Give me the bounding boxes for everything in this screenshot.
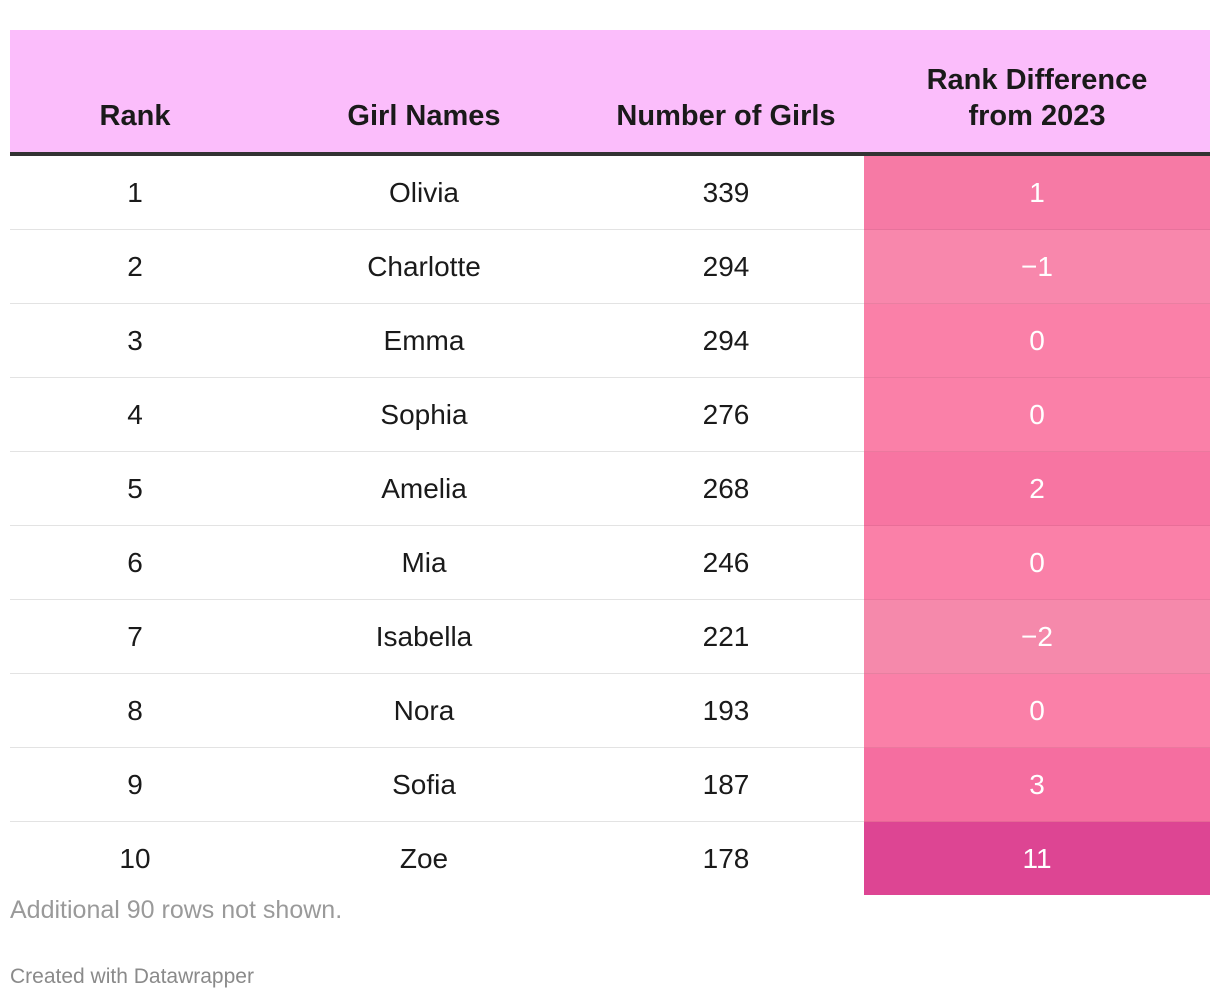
table-row: 6 Mia 246 0	[10, 525, 1210, 600]
table-row: 1 Olivia 339 1	[10, 154, 1210, 230]
rank-difference-cell: −2	[864, 599, 1210, 674]
girl-name-cell: Nora	[260, 673, 588, 748]
girl-name-cell: Isabella	[260, 599, 588, 674]
rank-difference-cell: 0	[864, 377, 1210, 452]
number-of-girls-cell: 221	[588, 599, 864, 674]
rank-difference-cell: −1	[864, 229, 1210, 304]
table-header-row: Rank Girl Names Number of Girls Rank Dif…	[10, 30, 1210, 156]
number-of-girls-cell: 268	[588, 451, 864, 526]
rank-difference-cell: 0	[864, 673, 1210, 748]
header-girl-names[interactable]: Girl Names	[260, 30, 588, 156]
number-of-girls-cell: 193	[588, 673, 864, 748]
rank-cell: 10	[119, 842, 151, 874]
number-of-girls-cell: 246	[588, 525, 864, 600]
rank-cell: 1	[10, 154, 260, 230]
table-row: 2 Charlotte 294 −1	[10, 229, 1210, 304]
header-rank-difference[interactable]: Rank Difference from 2023	[864, 30, 1210, 156]
rank-difference-cell: 2	[864, 451, 1210, 526]
rank-difference-cell: 1	[864, 154, 1210, 230]
girl-name-cell: Mia	[260, 525, 588, 600]
girl-name-cell: Emma	[260, 303, 588, 378]
rank-cell: 3	[10, 303, 260, 378]
girl-name-cell: Amelia	[260, 451, 588, 526]
rows-not-shown-note: Additional 90 rows not shown.	[10, 896, 343, 924]
girl-name-cell: Olivia	[260, 154, 588, 230]
table-row: 9 Sofia 187 3	[10, 747, 1210, 822]
number-of-girls-cell: 187	[588, 747, 864, 822]
table-row: 10 Zoe 178 11	[10, 821, 1210, 895]
number-of-girls-cell: 178	[702, 842, 750, 874]
header-girl-names-label: Girl Names	[347, 100, 501, 132]
girl-name-cell: Sophia	[260, 377, 588, 452]
rank-cell: 6	[10, 525, 260, 600]
table-row: 3 Emma 294 0	[10, 303, 1210, 378]
girl-name-cell: Charlotte	[260, 229, 588, 304]
table-body: 1 Olivia 339 1 2 Charlotte 294 −1 3 Emma 294 0 4 Soph…	[10, 154, 1210, 895]
rank-cell: 5	[10, 451, 260, 526]
rank-cell: 7	[10, 599, 260, 674]
names-table-container: Rank Girl Names Number of Girls Rank Dif…	[10, 30, 1210, 895]
rank-difference-cell: 0	[864, 525, 1210, 600]
table-row: 8 Nora 193 0	[10, 673, 1210, 748]
header-rank-difference-line2: from 2023	[968, 100, 1106, 132]
rank-cell: 8	[10, 673, 260, 748]
datawrapper-credit: Created with Datawrapper	[10, 965, 254, 988]
header-rank-difference-line1: Rank Difference	[926, 64, 1148, 96]
header-rank-label: Rank	[99, 100, 171, 132]
rank-difference-cell: 3	[864, 747, 1210, 822]
number-of-girls-cell: 294	[588, 303, 864, 378]
header-number-of-girls[interactable]: Number of Girls	[588, 30, 864, 156]
rank-cell: 4	[10, 377, 260, 452]
table-row: 4 Sophia 276 0	[10, 377, 1210, 452]
number-of-girls-cell: 294	[588, 229, 864, 304]
rank-difference-cell: 0	[864, 303, 1210, 378]
number-of-girls-cell: 276	[588, 377, 864, 452]
rank-cell: 9	[10, 747, 260, 822]
number-of-girls-cell: 339	[588, 154, 864, 230]
girl-name-cell: Sofia	[260, 747, 588, 822]
girl-name-cell: Zoe	[399, 842, 449, 874]
table-row: 7 Isabella 221 −2	[10, 599, 1210, 674]
girl-names-table: Rank Girl Names Number of Girls Rank Dif…	[10, 30, 1210, 895]
rank-cell: 2	[10, 229, 260, 304]
header-rank[interactable]: Rank	[10, 30, 260, 156]
header-number-of-girls-label: Number of Girls	[616, 100, 836, 132]
rank-difference-cell: 11	[864, 821, 1210, 895]
table-row: 5 Amelia 268 2	[10, 451, 1210, 526]
